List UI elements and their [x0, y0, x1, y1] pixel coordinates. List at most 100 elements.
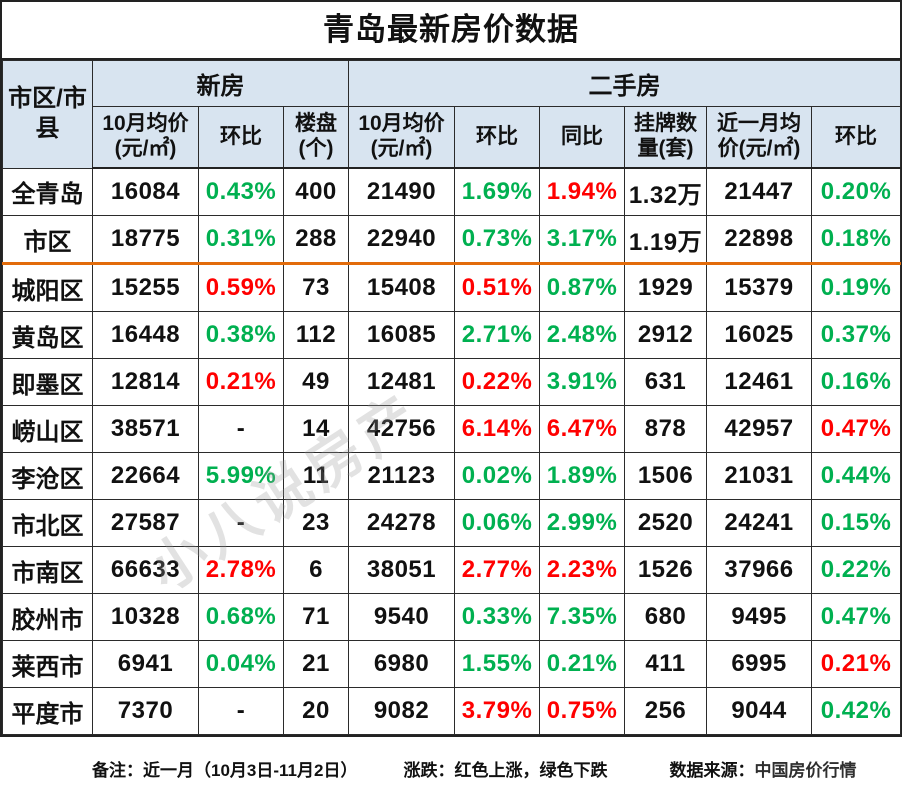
data-cell: 21031 [706, 452, 813, 500]
data-cell: 14 [282, 405, 350, 453]
data-cell: 22898 [706, 215, 813, 264]
data-cell: - [198, 687, 284, 735]
district-name: 胶州市 [2, 593, 93, 641]
data-cell: 0.51% [454, 262, 541, 312]
district-name: 市南区 [2, 546, 93, 594]
data-cell: 7370 [92, 687, 199, 735]
data-cell: 71 [282, 593, 350, 641]
data-cell: 0.42% [811, 687, 902, 735]
data-cell: 1526 [624, 546, 708, 594]
data-cell: 73 [282, 262, 350, 312]
data-cell: 6941 [92, 640, 199, 688]
data-cell: 2912 [624, 311, 708, 359]
corner-header: 市区/市 县 [2, 60, 93, 169]
sub-header-row: 10月均价 (元/㎡) 环比 楼盘 (个) 10月均价 (元/㎡) 环比 同比 … [3, 106, 902, 169]
data-cell: 24278 [348, 499, 456, 547]
data-cell: 23 [282, 499, 350, 547]
district-name: 即墨区 [2, 358, 93, 406]
data-cell: 2.77% [454, 546, 541, 594]
table-row: 城阳区 15255 0.59% 73 15408 0.51% 0.87% 1929 15379 0… [2, 262, 902, 312]
data-cell: 1.19万 [624, 215, 708, 264]
district-name: 黄岛区 [2, 311, 93, 359]
data-cell: 20 [282, 687, 350, 735]
data-cell: 9495 [706, 593, 813, 641]
data-cell: 21447 [706, 167, 813, 216]
data-cell: 0.21% [198, 358, 284, 406]
data-cell: 15379 [706, 262, 813, 312]
table-row: 胶州市 10328 0.68% 71 9540 0.33% 7.35% 680 9495 0.47… [2, 593, 902, 641]
data-cell: 2.78% [198, 546, 284, 594]
data-cell: 6 [282, 546, 350, 594]
data-cell: 16085 [348, 311, 456, 359]
table-row: 崂山区 38571-14 42756 6.14% 6.47% 878 42957 0.47% [2, 405, 902, 453]
data-cell: 1.89% [539, 452, 626, 500]
data-cell: 18775 [92, 215, 199, 264]
data-cell: 878 [624, 405, 708, 453]
table-row: 平度市 7370-20 9082 3.79% 0.75% 256 9044 0.42% [2, 687, 902, 735]
data-cell: 21123 [348, 452, 456, 500]
data-cell: 0.19% [811, 262, 902, 312]
data-cell: 49 [282, 358, 350, 406]
subheader-new-mom: 环比 [198, 106, 284, 169]
footer-source-label: 数据来源： [669, 761, 755, 780]
footer-note: 备注：近一月（10月3日-11月2日） [92, 761, 358, 780]
data-cell: 0.37% [811, 311, 902, 359]
data-cell: 6.47% [539, 405, 626, 453]
data-cell: 12814 [92, 358, 199, 406]
data-cell: - [198, 499, 284, 547]
data-cell: 9082 [348, 687, 456, 735]
data-cell: 1929 [624, 262, 708, 312]
data-cell: 2.23% [539, 546, 626, 594]
data-cell: 0.87% [539, 262, 626, 312]
data-cell: 10328 [92, 593, 199, 641]
data-cell: 12481 [348, 358, 456, 406]
group-header-secondhand: 二手房 [348, 60, 902, 107]
data-cell: 21 [282, 640, 350, 688]
data-cell: 38571 [92, 405, 199, 453]
data-cell: 400 [282, 167, 350, 216]
district-name: 莱西市 [2, 640, 93, 688]
district-name: 市北区 [2, 499, 93, 547]
data-cell: 11 [282, 452, 350, 500]
district-name: 李沧区 [2, 452, 93, 500]
data-cell: 0.33% [454, 593, 541, 641]
data-cell: 42756 [348, 405, 456, 453]
data-cell: 38051 [348, 546, 456, 594]
district-name: 城阳区 [2, 262, 93, 312]
data-cell: 0.15% [811, 499, 902, 547]
table-row: 全青岛 16084 0.43% 400 21490 1.69% 1.94% 1.32万 2144… [2, 167, 902, 216]
data-cell: 3.17% [539, 215, 626, 264]
data-cell: 0.02% [454, 452, 541, 500]
table-row: 莱西市 6941 0.04% 21 6980 1.55% 0.21% 411 6995 0.21% [2, 640, 902, 688]
district-name: 崂山区 [2, 405, 93, 453]
table-row: 市北区 27587-23 24278 0.06% 2.99% 2520 24241 0.15% [2, 499, 902, 547]
subheader-used-yoy: 同比 [539, 106, 626, 169]
district-name: 市区 [2, 215, 93, 264]
table-row: 李沧区 22664 5.99% 11 21123 0.02% 1.89% 1506 21031 0… [2, 452, 902, 500]
data-cell: 2.48% [539, 311, 626, 359]
footer-legend: 涨跌：红色上涨，绿色下跌 [403, 761, 608, 780]
data-cell: 15255 [92, 262, 199, 312]
data-cell: 2520 [624, 499, 708, 547]
district-name: 全青岛 [2, 167, 93, 216]
data-cell: 5.99% [198, 452, 284, 500]
data-cell: 0.22% [811, 546, 902, 594]
data-cell: 1.69% [454, 167, 541, 216]
table-frame: 青岛最新房价数据 市区/市 县 新房 二手房 10月均价 (元/㎡) 环比 楼盘… [0, 0, 902, 737]
data-cell: 0.47% [811, 593, 902, 641]
footer-source-name: 中国房价行情 [754, 761, 857, 780]
subheader-used-avg-price: 10月均价 (元/㎡) [348, 106, 456, 169]
data-cell: 2.99% [539, 499, 626, 547]
subheader-used-month-avg: 近一月均 价(元/㎡) [706, 106, 813, 169]
data-cell: 6.14% [454, 405, 541, 453]
data-cell: 0.68% [198, 593, 284, 641]
data-cell: 2.71% [454, 311, 541, 359]
group-header-new-homes: 新房 [91, 60, 350, 107]
data-cell: 0.38% [198, 311, 284, 359]
data-cell: 9044 [706, 687, 813, 735]
data-cell: 6980 [348, 640, 456, 688]
data-cell: 0.47% [811, 405, 902, 453]
table-body: 全青岛 16084 0.43% 400 21490 1.69% 1.94% 1.32万 2144… [2, 167, 902, 735]
data-cell: 6995 [706, 640, 813, 688]
